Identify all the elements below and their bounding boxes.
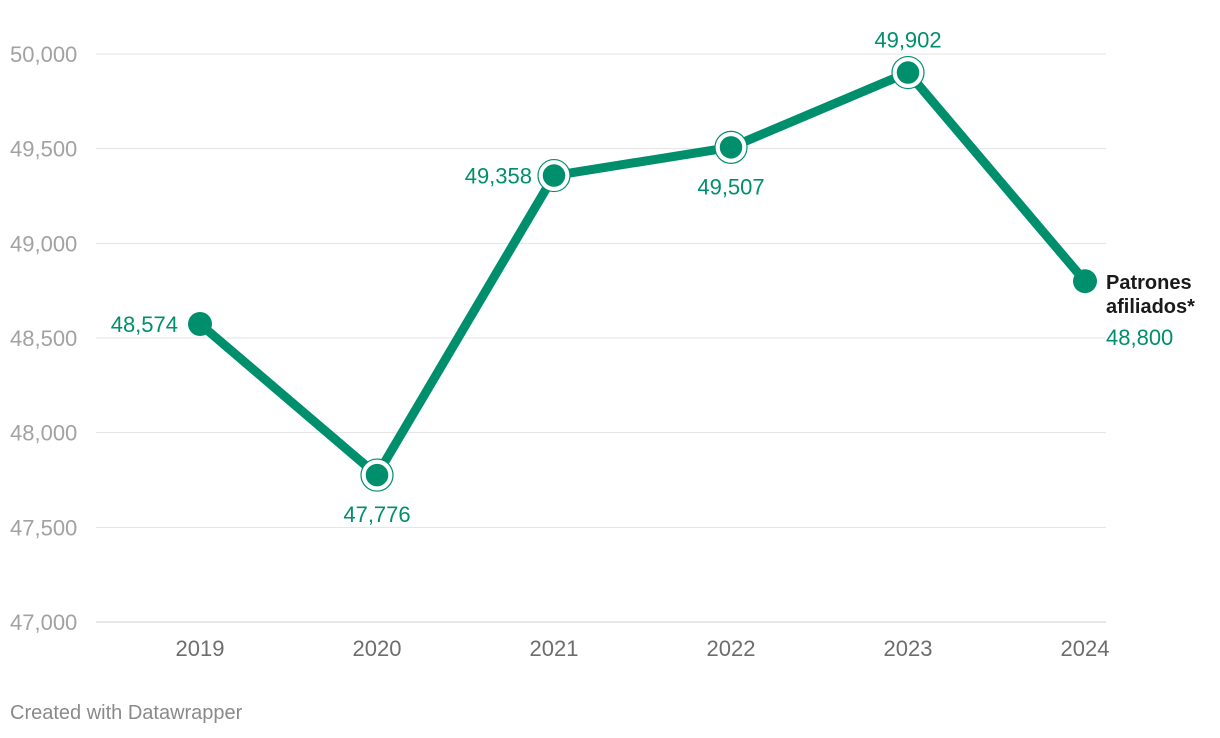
x-tick-label: 2021 <box>530 636 579 661</box>
y-tick-label: 49,000 <box>10 231 77 256</box>
data-points <box>188 55 1097 492</box>
data-label: 49,358 <box>465 164 532 189</box>
credit-text[interactable]: Created with Datawrapper <box>10 702 243 724</box>
data-label: 48,574 <box>111 312 178 337</box>
y-tick-label: 48,500 <box>10 326 77 351</box>
series-line <box>195 68 1090 480</box>
data-label: 49,507 <box>697 174 764 199</box>
data-point[interactable] <box>1073 269 1097 294</box>
x-tick-label: 2020 <box>353 636 402 661</box>
data-label: 47,776 <box>343 502 410 527</box>
x-axis-ticks: 2019 2020 2021 2022 2023 2024 <box>176 636 1110 661</box>
y-tick-label: 47,500 <box>10 515 77 540</box>
x-tick-label: 2022 <box>707 636 756 661</box>
x-tick-label: 2019 <box>176 636 225 661</box>
data-labels: 48,574 47,776 49,358 49,507 49,902 48,800 Patr… <box>111 28 1195 528</box>
y-gridlines <box>96 53 1106 623</box>
data-point[interactable] <box>718 134 744 161</box>
y-axis-ticks: 47,000 47,500 48,000 48,500 49,000 49,500 50,0… <box>10 42 77 635</box>
data-point[interactable] <box>188 311 212 336</box>
series-name-line: Patrones <box>1106 272 1192 294</box>
series-name-label: Patrones afiliados* <box>1106 272 1195 318</box>
data-point[interactable] <box>541 162 567 189</box>
data-point[interactable] <box>364 462 390 488</box>
series-name-line: afiliados* <box>1106 296 1195 318</box>
y-tick-label: 48,000 <box>10 421 77 446</box>
series-line-group <box>195 68 1090 480</box>
x-tick-label: 2024 <box>1061 636 1110 661</box>
data-label: 48,800 <box>1106 325 1173 350</box>
x-tick-label: 2023 <box>884 636 933 661</box>
data-label: 49,902 <box>874 28 941 53</box>
y-tick-label: 47,000 <box>10 610 77 635</box>
y-tick-label: 49,500 <box>10 137 77 162</box>
y-tick-label: 50,000 <box>10 42 77 67</box>
data-point[interactable] <box>895 59 921 86</box>
